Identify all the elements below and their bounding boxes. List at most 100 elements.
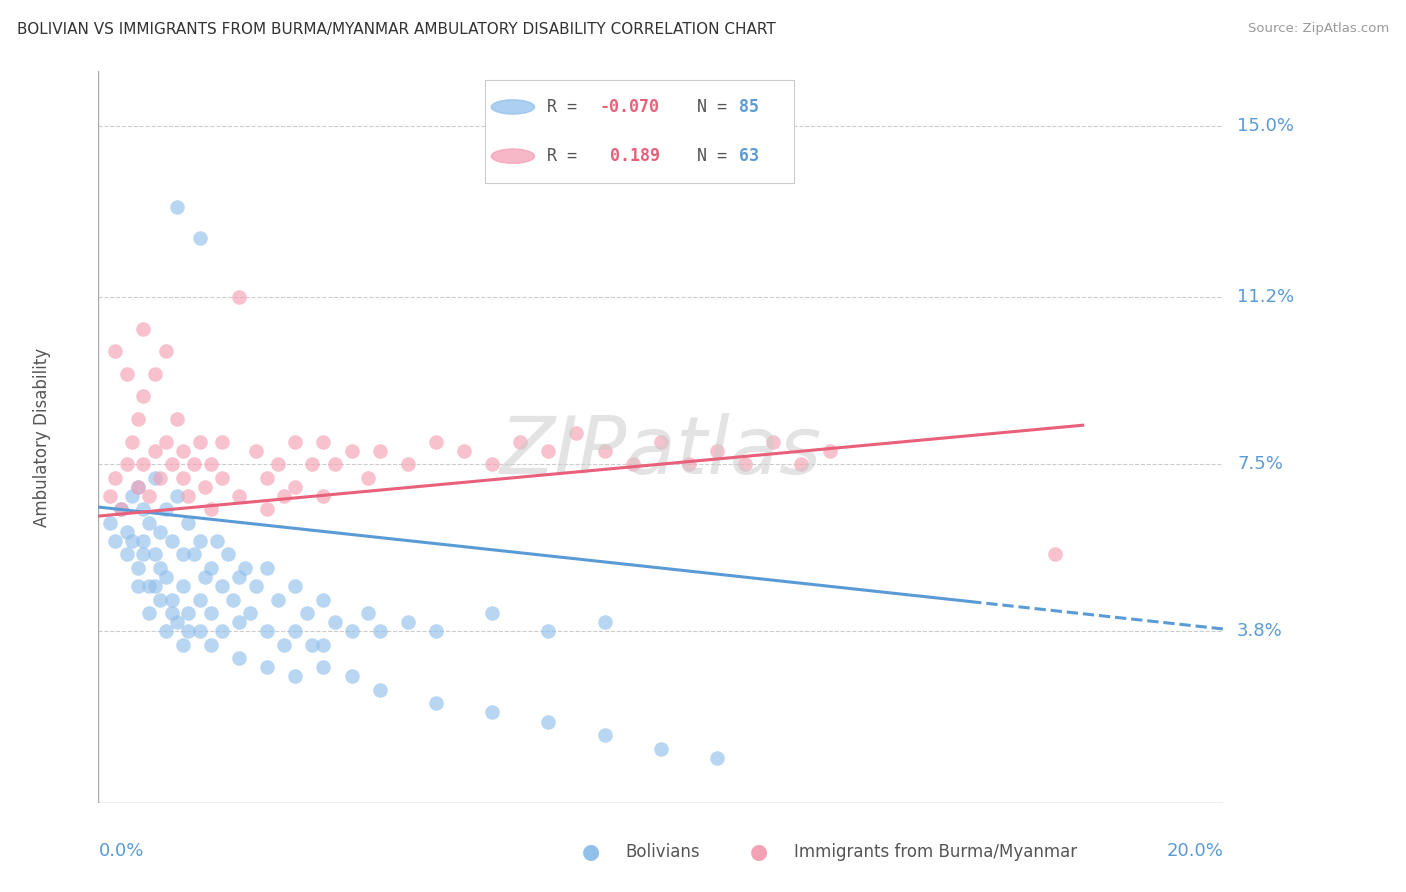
Text: 15.0%: 15.0% xyxy=(1237,117,1294,135)
Point xyxy=(228,489,250,503)
Point xyxy=(155,434,177,449)
Point xyxy=(790,457,813,471)
Point xyxy=(127,480,149,494)
Point xyxy=(177,624,200,639)
Point xyxy=(149,471,172,485)
Text: Immigrants from Burma/Myanmar: Immigrants from Burma/Myanmar xyxy=(794,843,1077,861)
Point xyxy=(706,750,728,764)
Point xyxy=(200,457,222,471)
Point xyxy=(256,660,278,674)
Point xyxy=(121,533,143,548)
Point xyxy=(228,651,250,665)
Point xyxy=(312,489,335,503)
Point xyxy=(143,548,166,562)
Text: Ambulatory Disability: Ambulatory Disability xyxy=(34,348,51,526)
Point xyxy=(396,457,419,471)
Point xyxy=(172,579,194,593)
Text: Source: ZipAtlas.com: Source: ZipAtlas.com xyxy=(1249,22,1389,36)
Point xyxy=(481,457,503,471)
Text: R =: R = xyxy=(547,98,586,116)
Point xyxy=(537,714,560,729)
Point xyxy=(132,457,155,471)
Point xyxy=(132,533,155,548)
Point xyxy=(115,524,138,539)
Point xyxy=(98,489,121,503)
Point xyxy=(166,200,188,214)
Point xyxy=(138,579,160,593)
Point xyxy=(621,457,644,471)
Point xyxy=(155,570,177,584)
Point xyxy=(98,516,121,530)
Text: N =: N = xyxy=(676,147,737,165)
Point xyxy=(166,489,188,503)
Point xyxy=(143,471,166,485)
Point xyxy=(132,322,155,336)
Point xyxy=(267,592,290,607)
Point xyxy=(233,561,256,575)
Point xyxy=(256,502,278,516)
Text: ●: ● xyxy=(751,842,768,862)
Text: Bolivians: Bolivians xyxy=(626,843,700,861)
Point xyxy=(149,561,172,575)
Point xyxy=(1043,548,1066,562)
Point xyxy=(127,480,149,494)
Point xyxy=(228,290,250,304)
Point xyxy=(323,457,346,471)
Point xyxy=(217,548,239,562)
Point xyxy=(172,471,194,485)
Point xyxy=(228,615,250,630)
Point xyxy=(177,516,200,530)
Point xyxy=(177,489,200,503)
Point xyxy=(301,457,323,471)
Point xyxy=(104,533,127,548)
Point xyxy=(121,434,143,449)
Point xyxy=(166,412,188,426)
Text: 0.189: 0.189 xyxy=(599,147,659,165)
Point xyxy=(132,502,155,516)
Point xyxy=(593,615,616,630)
Point xyxy=(425,624,447,639)
Text: 0.0%: 0.0% xyxy=(98,842,143,860)
Point xyxy=(172,548,194,562)
Point xyxy=(273,638,295,652)
Text: N =: N = xyxy=(676,98,737,116)
Point xyxy=(368,682,391,697)
Point xyxy=(149,524,172,539)
Point xyxy=(110,502,132,516)
Point xyxy=(678,457,700,471)
Point xyxy=(127,579,149,593)
Point xyxy=(284,480,307,494)
Point xyxy=(368,624,391,639)
Point xyxy=(160,606,183,620)
Point xyxy=(143,367,166,381)
Point xyxy=(211,624,233,639)
Point xyxy=(301,638,323,652)
Point xyxy=(188,592,211,607)
Point xyxy=(340,443,363,458)
Text: 11.2%: 11.2% xyxy=(1237,288,1295,306)
Point xyxy=(228,570,250,584)
Point xyxy=(127,412,149,426)
Point xyxy=(138,606,160,620)
Point xyxy=(734,457,756,471)
Point xyxy=(425,697,447,711)
Point xyxy=(143,579,166,593)
Point xyxy=(155,624,177,639)
Point xyxy=(104,471,127,485)
Point xyxy=(762,434,785,449)
Point xyxy=(340,624,363,639)
Circle shape xyxy=(491,100,534,114)
Point xyxy=(160,592,183,607)
Point xyxy=(357,471,380,485)
Point xyxy=(273,489,295,503)
Text: 63: 63 xyxy=(738,147,759,165)
Point xyxy=(127,561,149,575)
Point xyxy=(211,471,233,485)
Circle shape xyxy=(491,149,534,163)
Point xyxy=(188,434,211,449)
Point xyxy=(222,592,245,607)
Point xyxy=(155,344,177,359)
Point xyxy=(143,443,166,458)
Point xyxy=(818,443,841,458)
Point xyxy=(138,489,160,503)
